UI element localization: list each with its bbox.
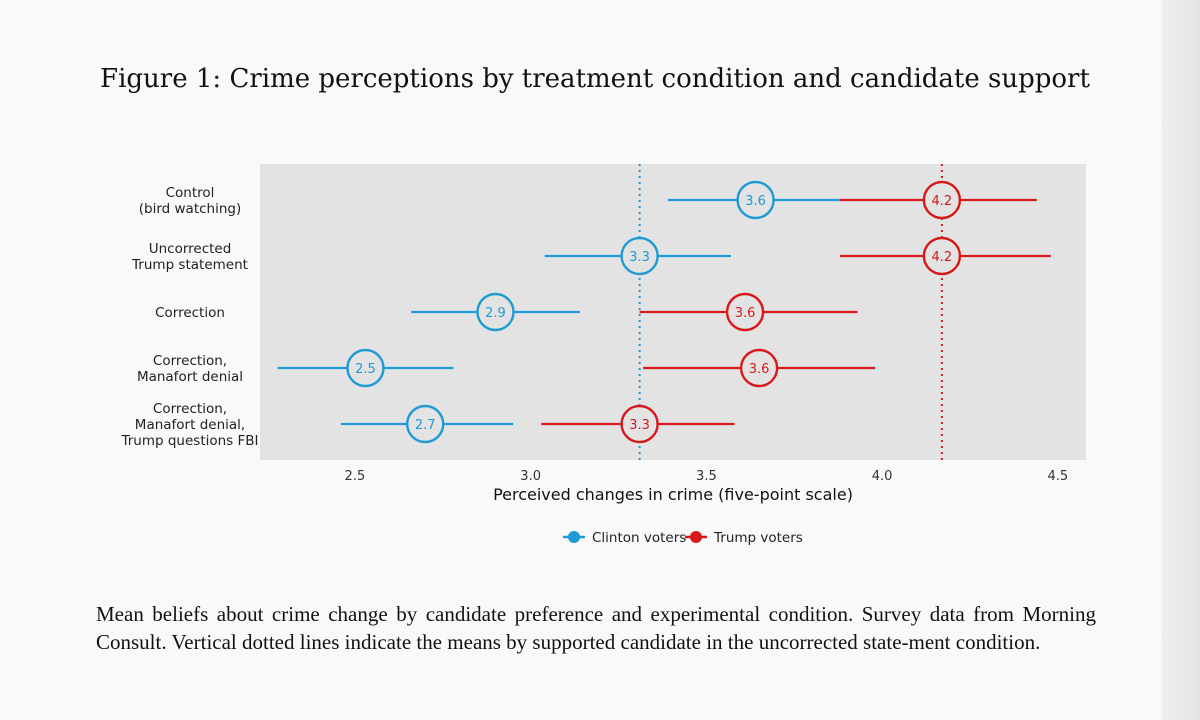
y-label-row5-line3: Trump questions FBI [120, 433, 258, 449]
point-label-trump-4: 3.6 [749, 362, 770, 377]
y-label-row1-line2: (bird watching) [139, 201, 242, 217]
point-label-trump-2: 4.2 [932, 250, 953, 265]
legend: Clinton voters Trump voters [563, 530, 803, 546]
data-point-clinton-5: 2.7 [406, 404, 445, 444]
point-marker-trump-3 [725, 292, 765, 332]
y-label-row1-line1: Control [166, 185, 215, 201]
x-tick-label-1: 2.5 [345, 469, 366, 484]
y-label-row4-line2: Manafort denial [137, 369, 243, 385]
legend-item-clinton: Clinton voters [563, 530, 686, 546]
y-label-row2-line1: Uncorrected [149, 241, 232, 257]
point-marker-clinton-5 [406, 404, 445, 444]
y-label-row2-line2: Trump statement [131, 257, 248, 273]
x-tick-label-2: 3.0 [520, 469, 541, 484]
data-point-clinton-2: 3.3 [620, 236, 659, 276]
legend-label-clinton: Clinton voters [592, 530, 686, 546]
y-label-row5-line2: Manafort denial, [135, 417, 245, 433]
point-label-clinton-1: 3.6 [745, 194, 766, 209]
legend-dot-trump [690, 531, 702, 543]
x-tick-label-3: 3.5 [696, 469, 717, 484]
data-point-clinton-3: 2.9 [476, 292, 515, 332]
x-tick-label-4: 4.0 [872, 469, 893, 484]
point-marker-trump-1 [922, 180, 962, 220]
point-marker-trump-5 [620, 404, 659, 444]
x-axis-ticks: 2.5 3.0 3.5 4.0 4.5 [345, 469, 1069, 484]
legend-label-trump: Trump voters [713, 530, 803, 546]
x-tick-label-5: 4.5 [1048, 469, 1069, 484]
point-label-clinton-5: 2.7 [415, 418, 436, 433]
data-point-trump-4: 3.6 [739, 348, 779, 388]
y-label-row5-line1: Correction, [153, 401, 227, 417]
legend-item-trump: Trump voters [685, 530, 803, 546]
point-marker-clinton-1 [736, 180, 775, 220]
point-label-trump-3: 3.6 [735, 306, 756, 321]
point-label-clinton-3: 2.9 [485, 306, 506, 321]
point-marker-clinton-4 [346, 348, 385, 388]
data-point-trump-5: 3.3 [620, 404, 659, 444]
data-point-trump-3: 3.6 [725, 292, 765, 332]
x-axis-label: Perceived changes in crime (five-point s… [493, 485, 853, 504]
point-marker-clinton-2 [620, 236, 659, 276]
point-marker-trump-2 [922, 236, 962, 276]
legend-dot-clinton [568, 531, 580, 543]
data-point-clinton-4: 2.5 [346, 348, 385, 388]
data-point-clinton-1: 3.6 [736, 180, 775, 220]
data-point-trump-1: 4.2 [922, 180, 962, 220]
figure-title: Figure 1: Crime perceptions by treatment… [100, 64, 1090, 94]
point-label-trump-5: 3.3 [629, 418, 650, 433]
crime-perception-chart: 3.6 3.3 2.9 2.5 2.7 4.2 4.2 3.6 3.6 3.3 Control(b… [120, 164, 1086, 546]
y-label-row3-line1: Correction [155, 305, 225, 321]
y-label-row4-line1: Correction, [153, 353, 227, 369]
point-label-clinton-4: 2.5 [355, 362, 376, 377]
data-point-trump-2: 4.2 [922, 236, 962, 276]
page-edge-shadow [1162, 0, 1200, 720]
point-label-trump-1: 4.2 [932, 194, 953, 209]
point-marker-clinton-3 [476, 292, 515, 332]
data-points: 3.6 3.3 2.9 2.5 2.7 4.2 4.2 3.6 3.6 3.3 [346, 180, 962, 444]
point-marker-trump-4 [739, 348, 779, 388]
point-label-clinton-2: 3.3 [629, 250, 650, 265]
figure-caption: Mean beliefs about crime change by candi… [96, 602, 1096, 654]
